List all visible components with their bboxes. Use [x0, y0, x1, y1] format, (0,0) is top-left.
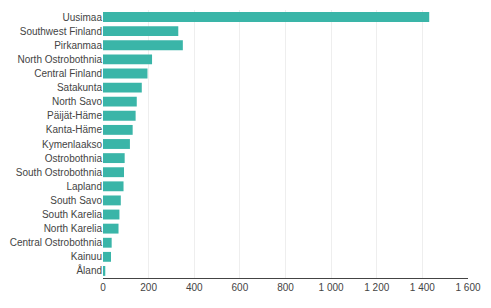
svg-text:North Savo: North Savo [52, 96, 102, 107]
svg-text:800: 800 [277, 282, 294, 293]
svg-text:Southwest Finland: Southwest Finland [20, 26, 102, 37]
svg-text:Central Finland: Central Finland [34, 68, 102, 79]
svg-text:400: 400 [186, 282, 203, 293]
svg-text:South Savo: South Savo [50, 195, 102, 206]
svg-text:600: 600 [232, 282, 249, 293]
svg-text:Lapland: Lapland [66, 181, 102, 192]
svg-text:Satakunta: Satakunta [57, 82, 102, 93]
svg-text:Kainuu: Kainuu [71, 251, 102, 262]
svg-text:0: 0 [100, 282, 106, 293]
svg-text:South Karelia: South Karelia [42, 209, 102, 220]
svg-text:1 600: 1 600 [455, 282, 480, 293]
svg-text:Central Ostrobothnia: Central Ostrobothnia [10, 237, 103, 248]
svg-text:1 400: 1 400 [410, 282, 435, 293]
svg-text:200: 200 [140, 282, 157, 293]
svg-text:South Ostrobothnia: South Ostrobothnia [16, 167, 103, 178]
svg-text:Kymenlaakso: Kymenlaakso [42, 139, 102, 150]
svg-text:1 000: 1 000 [319, 282, 344, 293]
svg-text:North Karelia: North Karelia [44, 223, 103, 234]
svg-text:Pirkanmaa: Pirkanmaa [54, 40, 102, 51]
svg-text:North Ostrobothnia: North Ostrobothnia [18, 54, 103, 65]
svg-text:Päijät-Häme: Päijät-Häme [47, 110, 102, 121]
svg-text:Kanta-Häme: Kanta-Häme [46, 124, 103, 135]
svg-text:Uusimaa: Uusimaa [63, 12, 103, 23]
svg-text:1 200: 1 200 [364, 282, 389, 293]
svg-text:Åland: Åland [76, 264, 102, 276]
svg-text:Ostrobothnia: Ostrobothnia [45, 153, 103, 164]
